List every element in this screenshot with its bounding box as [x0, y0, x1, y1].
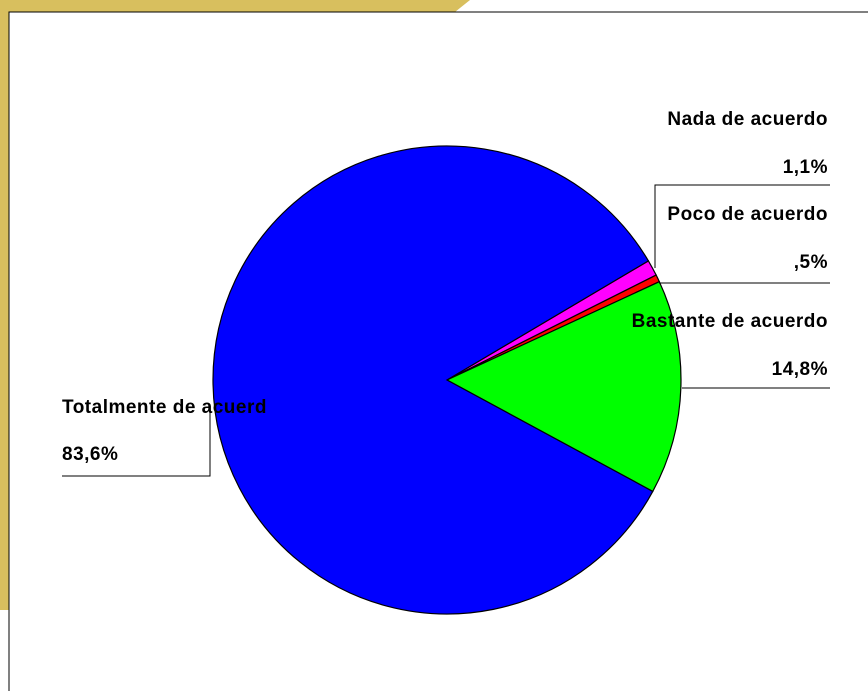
leader-line — [654, 184, 830, 268]
pie-slice — [212, 145, 654, 615]
decoration-top — [0, 0, 470, 12]
category-label: Totalmente de acuerd — [62, 397, 267, 418]
pie-slice — [445, 280, 682, 493]
pie — [212, 145, 682, 615]
labels: Nada de acuerdo 1,1% Poco de acuerdo ,5% Bas… — [62, 109, 830, 477]
decoration-left — [0, 0, 9, 610]
value-label: 1,1% — [783, 157, 828, 178]
value-label: 14,8% — [772, 359, 828, 380]
value-label: 83,6% — [62, 444, 118, 465]
panel-border — [8, 11, 868, 691]
value-label: ,5% — [794, 252, 828, 273]
category-label: Nada de acuerdo — [667, 109, 828, 130]
leader-line — [62, 405, 211, 477]
category-label: Poco de acuerdo — [667, 204, 828, 225]
category-label: Bastante de acuerdo — [632, 311, 828, 332]
